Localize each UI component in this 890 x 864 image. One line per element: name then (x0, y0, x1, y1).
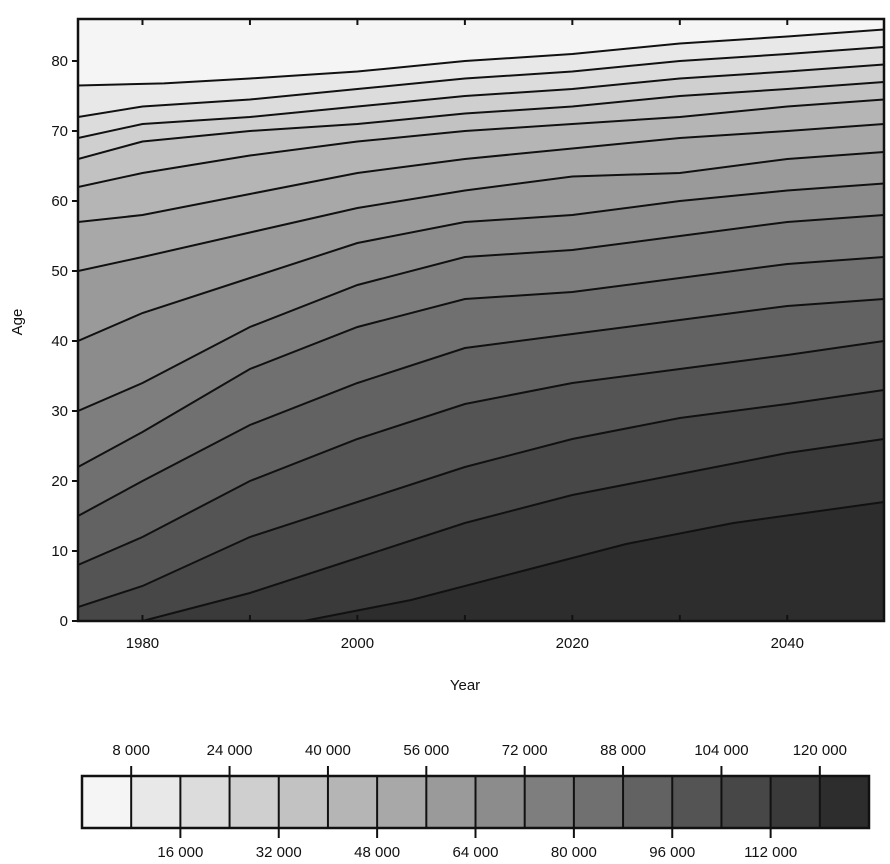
x-axis-ticks: 1980 2000 2020 2040 (126, 19, 804, 652)
y-tick-label: 40 (51, 333, 68, 350)
x-tick-label: 2020 (556, 635, 589, 652)
legend-label-top: 8 000 (112, 742, 150, 759)
y-tick-label: 80 (51, 53, 68, 70)
legend-swatch (475, 776, 525, 828)
legend-label-top: 56 000 (403, 742, 449, 759)
legend-label-bottom: 112 000 (744, 844, 797, 861)
contour-line (78, 256, 884, 468)
y-axis-ticks: 0 10 20 30 40 50 60 70 80 (51, 53, 78, 630)
contour-line (78, 46, 884, 118)
contour-band (78, 82, 884, 187)
legend-label-top: 104 000 (694, 742, 748, 759)
legend-swatch (278, 776, 328, 828)
contour-band (78, 439, 884, 621)
contour-line (78, 214, 884, 412)
legend-swatch (82, 776, 132, 828)
y-tick-label: 20 (51, 473, 68, 490)
contour-band (78, 99, 884, 222)
y-tick-label: 50 (51, 263, 68, 280)
legend-label-bottom: 80 000 (551, 844, 597, 861)
contour-line (78, 98, 884, 188)
plot-frame (76, 17, 886, 623)
legend-swatch (623, 776, 673, 828)
legend-swatch (377, 776, 427, 828)
contour-line (78, 389, 884, 608)
legend-label-bottom: 16 000 (157, 844, 203, 861)
legend-swatch (180, 776, 230, 828)
y-tick-label: 30 (51, 403, 68, 420)
x-tick-label: 1980 (126, 635, 159, 652)
contour-band (78, 29, 884, 117)
y-tick-label: 70 (51, 123, 68, 140)
contour-band (78, 47, 884, 138)
contour-band (78, 390, 884, 621)
y-tick-label: 10 (51, 543, 68, 560)
contour-band (78, 215, 884, 467)
y-axis-label: Age (9, 309, 26, 336)
contour-line (78, 298, 884, 517)
legend-swatch (721, 776, 771, 828)
legend-label-top: 72 000 (502, 742, 548, 759)
legend-label-bottom: 64 000 (453, 844, 499, 861)
legend-label-top: 40 000 (305, 742, 351, 759)
legend-label-bottom: 32 000 (256, 844, 302, 861)
y-tick-label: 0 (60, 613, 68, 630)
legend-label-bottom: 96 000 (649, 844, 695, 861)
legend-label-top: 24 000 (207, 742, 253, 759)
contour-band (78, 341, 884, 607)
color-legend: 8 000 24 000 40 000 56 000 72 000 88 000 104 0… (80, 742, 871, 861)
legend-swatch (573, 776, 624, 828)
legend-swatch (327, 776, 378, 828)
legend-label-top: 88 000 (600, 742, 646, 759)
contour-line (78, 63, 884, 139)
contour-line (78, 28, 884, 87)
contour-band (78, 299, 884, 565)
x-axis-label: Year (450, 677, 480, 694)
contour-band (78, 19, 884, 86)
contour-band (78, 257, 884, 516)
contour-line (78, 123, 884, 223)
legend-swatch (524, 776, 574, 828)
legend-label-top: 120 000 (793, 742, 847, 759)
contour-line (78, 340, 884, 566)
x-tick-label: 2000 (341, 635, 374, 652)
contour-bands (78, 19, 884, 621)
y-tick-label: 60 (51, 193, 68, 210)
contour-band (78, 152, 884, 341)
contour-line (78, 81, 884, 160)
contour-line (303, 501, 884, 621)
contour-lines (78, 28, 884, 621)
contour-line (142, 438, 884, 621)
contour-line (78, 182, 884, 342)
legend-swatch (229, 776, 279, 828)
legend-swatch (770, 776, 820, 828)
legend-swatch (672, 776, 722, 828)
contour-band (78, 183, 884, 411)
contour-line (78, 151, 884, 272)
legend-swatch (426, 776, 476, 828)
legend-label-bottom: 48 000 (354, 844, 400, 861)
legend-swatch (131, 776, 181, 828)
legend-swatch (819, 776, 869, 828)
contour-band (78, 124, 884, 271)
contour-band (78, 502, 884, 621)
x-tick-label: 2040 (771, 635, 804, 652)
